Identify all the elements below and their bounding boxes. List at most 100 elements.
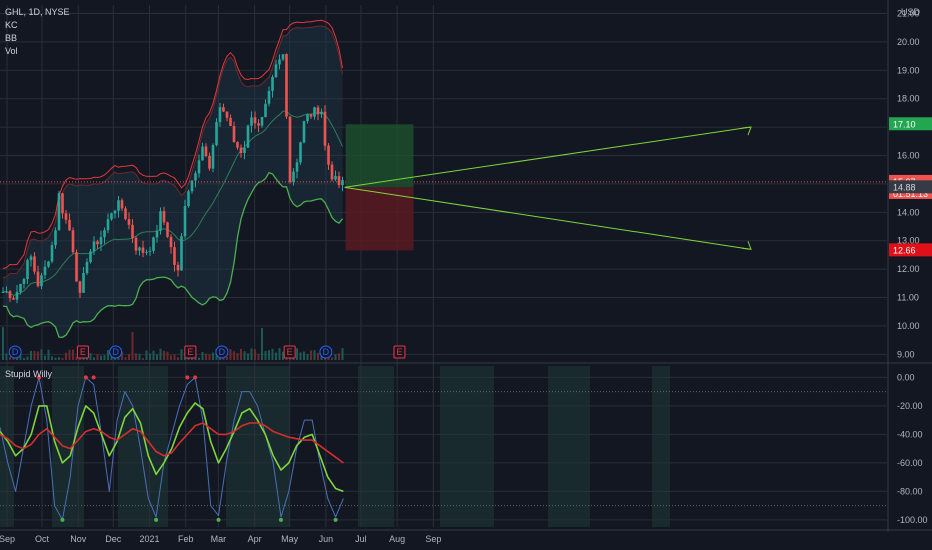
time-tick-label: Feb bbox=[178, 534, 194, 544]
candle-body bbox=[54, 230, 57, 246]
candle-body bbox=[229, 117, 232, 126]
candle-body bbox=[278, 59, 281, 65]
candle-body bbox=[78, 281, 82, 293]
candle-body bbox=[89, 251, 92, 263]
price-tick-label: 9.00 bbox=[897, 349, 915, 359]
volume-bar bbox=[110, 356, 113, 360]
volume-bar bbox=[131, 331, 134, 360]
currency-label: USD bbox=[901, 7, 921, 17]
oscillator-title[interactable]: Stupid Willy bbox=[5, 369, 53, 379]
candle-body bbox=[334, 176, 337, 180]
candle-body bbox=[141, 247, 145, 253]
volume-bar bbox=[296, 348, 298, 360]
candle-body bbox=[1, 291, 5, 293]
candle-body bbox=[225, 111, 229, 118]
candle-body bbox=[155, 230, 159, 238]
dividend-event-marker bbox=[109, 345, 123, 359]
earnings-event-marker bbox=[76, 345, 89, 359]
time-tick-label: Nov bbox=[70, 534, 87, 544]
oscillator-tick-label: 0.00 bbox=[897, 372, 915, 382]
volume-bar bbox=[107, 350, 109, 360]
candle-body bbox=[218, 107, 222, 123]
candle-body bbox=[302, 121, 306, 143]
volume-bar bbox=[198, 357, 200, 360]
candle-body bbox=[103, 230, 106, 238]
volume-bar bbox=[149, 353, 151, 360]
volume-bar bbox=[117, 357, 120, 360]
volume-bar bbox=[292, 357, 295, 360]
volume-bar bbox=[19, 355, 22, 360]
volume-bar bbox=[44, 355, 46, 360]
candle-body bbox=[197, 160, 201, 174]
candle-body bbox=[57, 193, 61, 231]
oscillator-regime-band bbox=[652, 366, 670, 527]
oscillator-slow-line bbox=[0, 422, 344, 464]
indicator-vol-label[interactable]: Vol bbox=[5, 46, 18, 56]
volume-bar bbox=[264, 350, 267, 360]
candle-body bbox=[71, 230, 75, 253]
candle-body bbox=[236, 141, 239, 148]
volume-bar bbox=[37, 351, 39, 360]
candle-body bbox=[180, 236, 183, 271]
volume-bar bbox=[341, 348, 344, 360]
volume-bar bbox=[93, 357, 95, 360]
overbought-dot bbox=[185, 375, 190, 380]
dividend-event-label: D bbox=[219, 347, 226, 357]
indicator-bb-label[interactable]: BB bbox=[5, 33, 18, 43]
volume-bar bbox=[226, 356, 228, 360]
volume-bar bbox=[233, 351, 235, 360]
volume-bar bbox=[96, 354, 99, 360]
candle-body bbox=[75, 252, 78, 282]
candle-body bbox=[222, 107, 225, 112]
candle-body bbox=[190, 180, 194, 192]
symbol-title[interactable]: GHL, 1D, NYSE bbox=[5, 7, 70, 17]
volume-bar bbox=[187, 357, 190, 360]
dividend-event-label: D bbox=[12, 347, 19, 357]
candle-body bbox=[320, 111, 323, 115]
candle-body bbox=[96, 241, 99, 245]
volume-bar bbox=[121, 351, 123, 360]
candle-body bbox=[12, 298, 15, 300]
time-tick-label: May bbox=[281, 534, 299, 544]
time-tick-label: Dec bbox=[105, 534, 122, 544]
volume-bar bbox=[30, 350, 32, 360]
candle-body bbox=[281, 54, 285, 60]
volume-bar bbox=[236, 353, 239, 360]
overbought-dot bbox=[91, 375, 96, 380]
candle-body bbox=[201, 146, 204, 161]
candle-body bbox=[26, 260, 29, 280]
oscillator-fast-line bbox=[0, 376, 344, 521]
volume-bar bbox=[51, 356, 53, 360]
price-tick-label: 10.00 bbox=[897, 321, 920, 331]
candle-body bbox=[124, 208, 127, 220]
candle-body bbox=[243, 147, 246, 153]
candle-body bbox=[82, 273, 85, 293]
candle-body bbox=[211, 145, 215, 169]
candle-body bbox=[341, 180, 344, 186]
price-tick-label: 12.00 bbox=[897, 264, 920, 274]
dividend-event-label: D bbox=[323, 347, 330, 357]
earnings-event-marker bbox=[393, 345, 406, 359]
volume-bar bbox=[177, 357, 179, 360]
stop-price-tag: 12.66 bbox=[893, 245, 916, 255]
candle-body bbox=[169, 236, 173, 248]
volume-bar bbox=[268, 350, 270, 360]
candle-body bbox=[47, 261, 50, 267]
volume-bar bbox=[173, 354, 176, 360]
volume-bar bbox=[103, 355, 106, 360]
candle-body bbox=[134, 237, 138, 251]
oversold-dot bbox=[333, 517, 338, 522]
volume-bar bbox=[306, 354, 309, 360]
candle-body bbox=[145, 251, 148, 253]
overbought-dot bbox=[83, 375, 88, 380]
oscillator-signal-line bbox=[0, 402, 344, 493]
indicator-kc-label[interactable]: KC bbox=[5, 20, 18, 30]
candle-body bbox=[250, 117, 253, 126]
time-tick-label: 2021 bbox=[139, 534, 159, 544]
dividend-event-marker bbox=[8, 345, 22, 359]
time-tick-label: Oct bbox=[35, 534, 50, 544]
time-tick-label: Apr bbox=[248, 534, 262, 544]
candle-body bbox=[64, 213, 68, 220]
volume-bar bbox=[82, 357, 85, 360]
